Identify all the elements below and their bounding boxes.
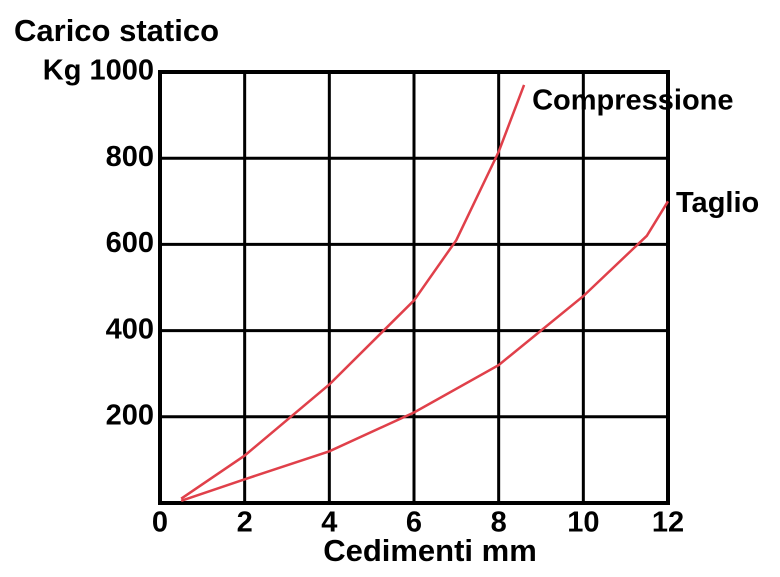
- x-tick-label: 12: [652, 507, 684, 539]
- x-tick-label: 8: [491, 507, 507, 539]
- x-tick-label: 2: [237, 507, 253, 539]
- x-tick-label: 10: [567, 507, 599, 539]
- plot-frame: [158, 70, 670, 505]
- series-line: [180, 84, 526, 500]
- series-label: Taglio: [676, 187, 759, 219]
- y-tick-label: Kg 1000: [43, 55, 154, 87]
- y-tick-label: 400: [106, 313, 154, 345]
- y-tick-label: 200: [106, 399, 154, 431]
- x-tick-label: 6: [406, 507, 422, 539]
- x-axis-label: Cedimenti mm: [323, 533, 537, 568]
- series-label: Compressione: [532, 85, 733, 117]
- x-tick-label: 0: [152, 507, 168, 539]
- y-tick-label: 800: [106, 141, 154, 173]
- y-tick-label: 600: [106, 227, 154, 259]
- series-line: [180, 200, 670, 503]
- chart-title: Carico statico: [14, 13, 219, 48]
- x-tick-label: 4: [321, 507, 337, 539]
